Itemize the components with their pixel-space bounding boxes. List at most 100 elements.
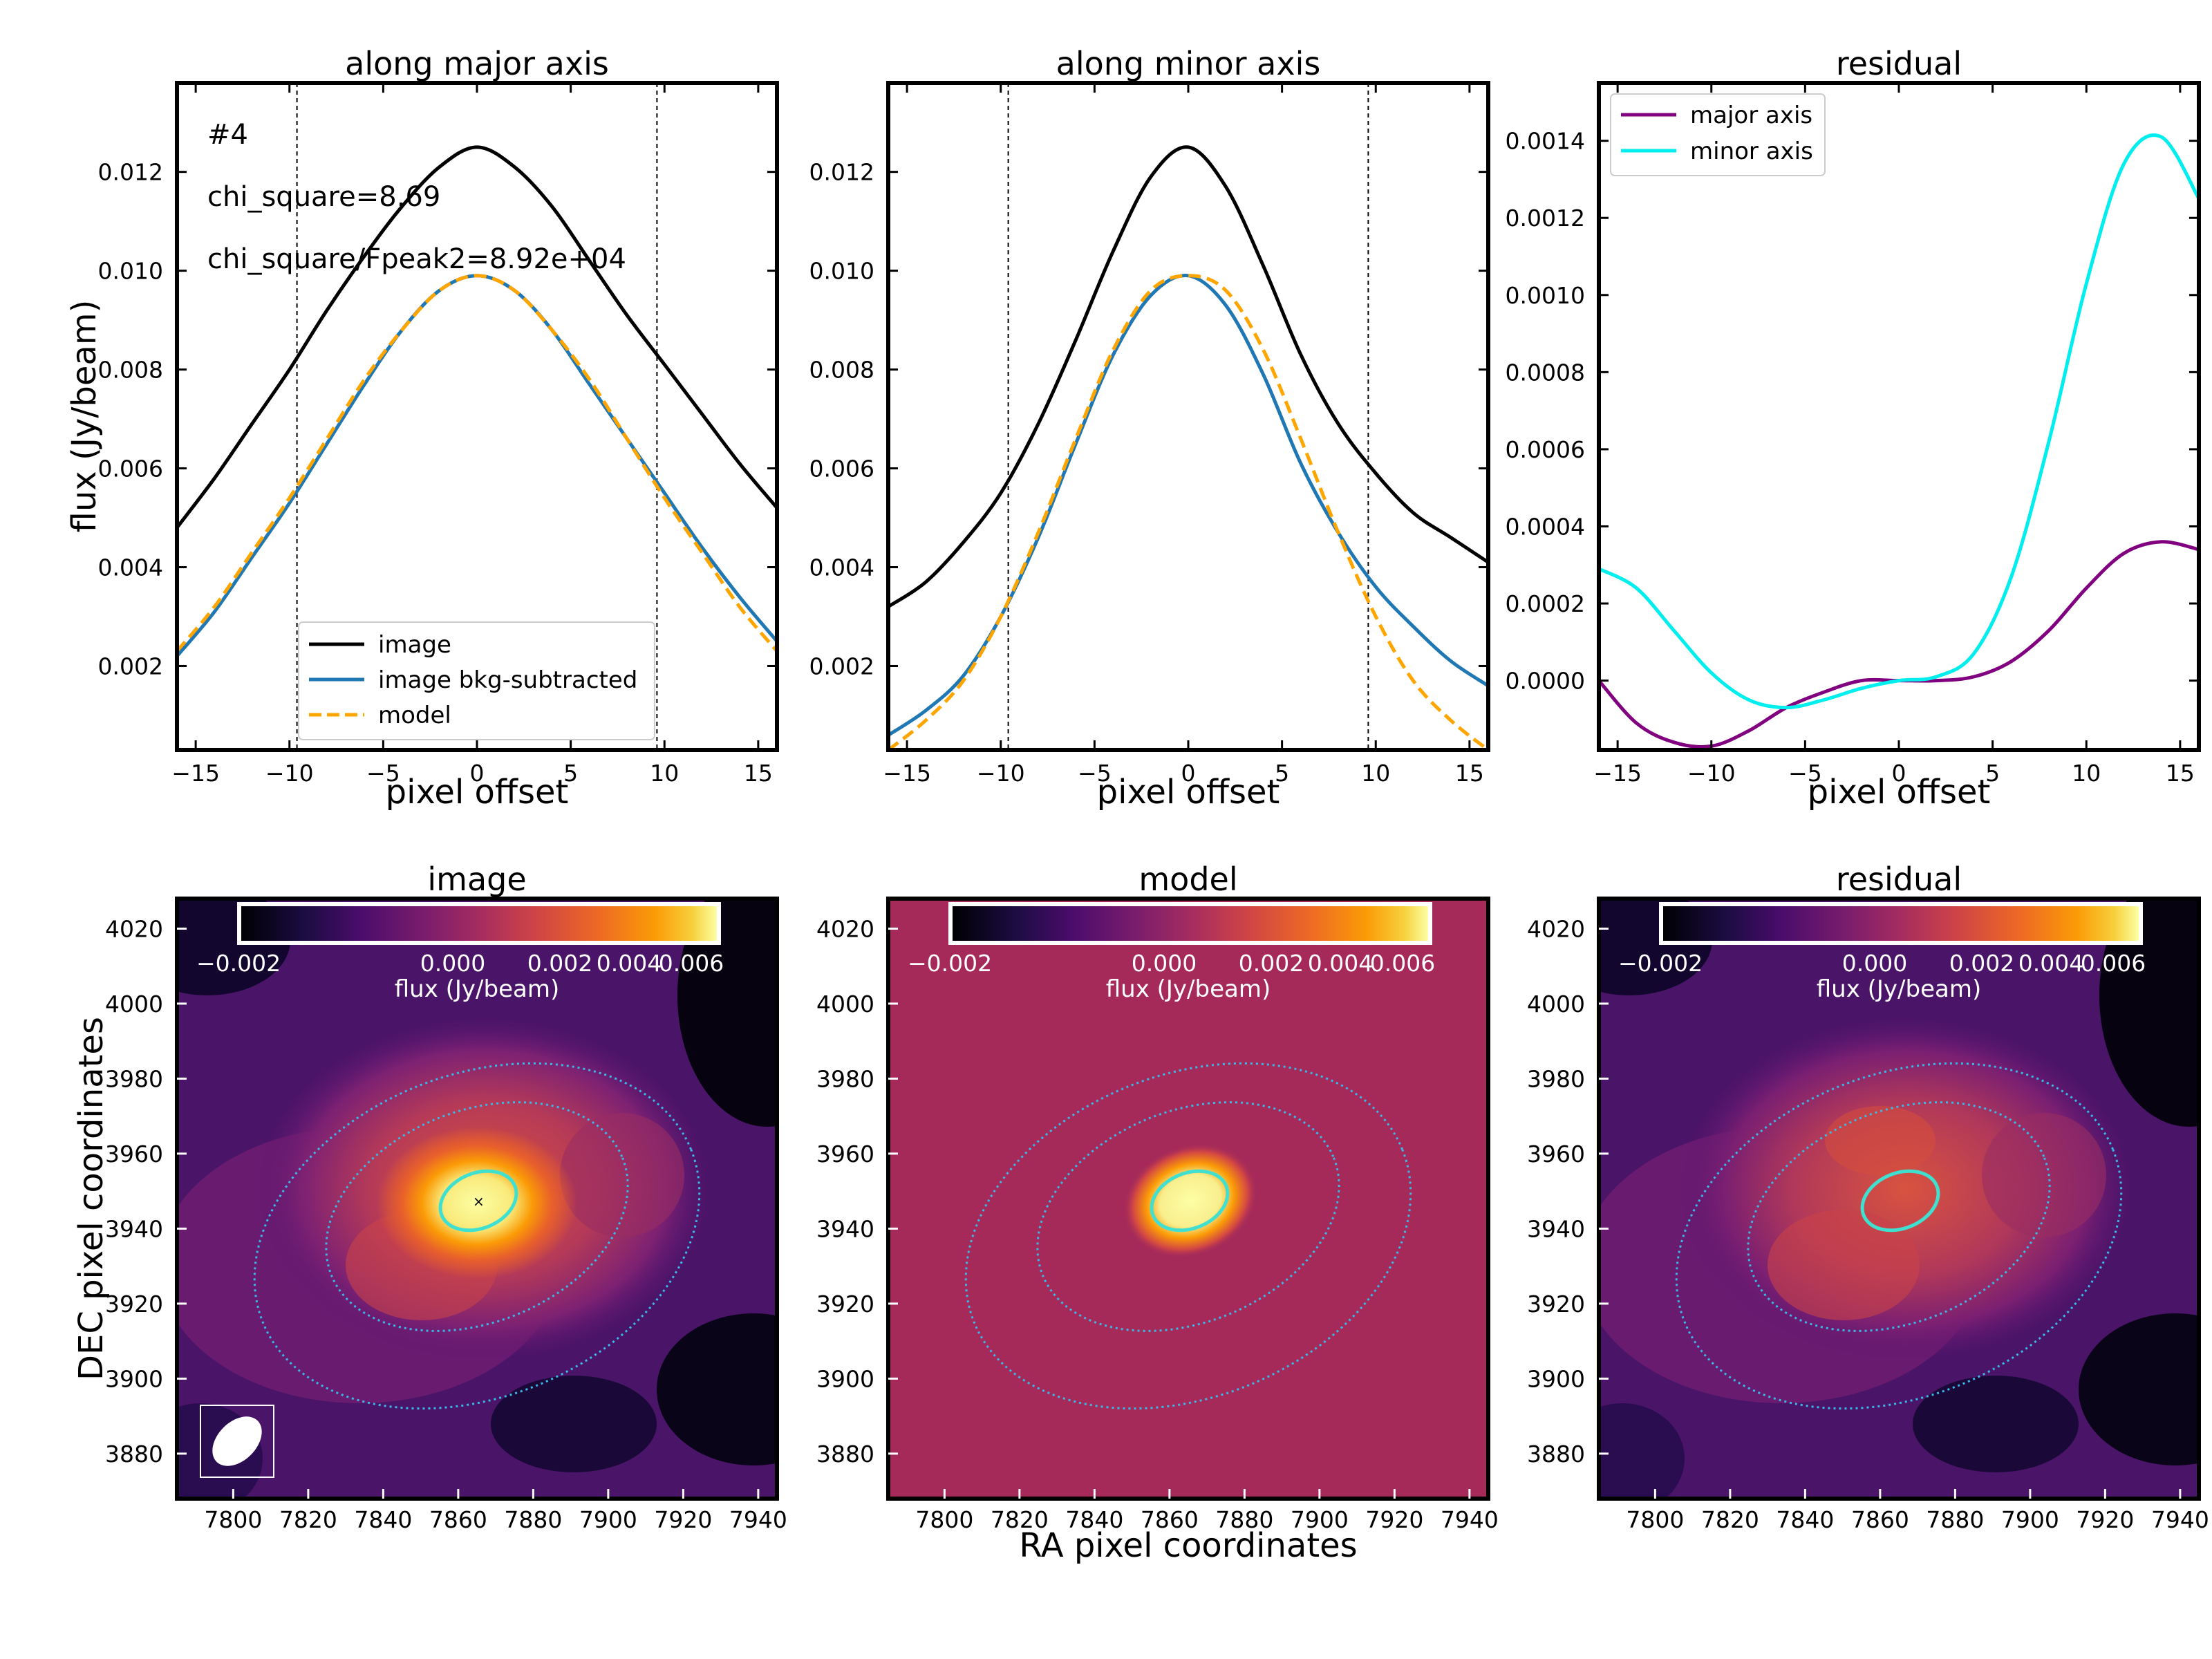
y-tick-label: 0.012 <box>809 159 874 186</box>
y-tick-label: 4000 <box>816 991 874 1018</box>
x-tick-label: 7840 <box>1065 1506 1123 1533</box>
series-line-model <box>887 274 1490 751</box>
colorbar-tick: 0.000 <box>420 950 485 977</box>
x-tick-label: 7860 <box>1851 1506 1909 1533</box>
x-tick-label: 7820 <box>279 1506 337 1533</box>
x-tick-label: 7880 <box>1215 1506 1273 1533</box>
annotation-chi-square: chi_square=8.69 <box>207 181 440 213</box>
x-tick-label: 10 <box>650 760 679 787</box>
x-tick-label: 7840 <box>354 1506 412 1533</box>
aperture-inner <box>1036 1101 1340 1332</box>
x-tick-label: 7940 <box>2151 1506 2209 1533</box>
colorbar-tick: 0.004 <box>1308 950 1373 977</box>
panel-major-axis: along major axis −15 −10 −5 0 5 10 15 0.002 0.00… <box>98 45 779 812</box>
y-tick-label: 0.010 <box>98 258 163 285</box>
x-tick-label: 5 <box>563 760 578 787</box>
plot-area <box>887 83 1490 751</box>
x-tick-label: −15 <box>883 760 931 787</box>
x-tick-label: 7820 <box>1701 1506 1759 1533</box>
y-tick-label: 0.002 <box>809 653 874 679</box>
colorbar: −0.002 0.000 0.002 0.004 0.006 flux (Jy/… <box>908 902 1435 1003</box>
heatmap-model <box>888 899 1488 1499</box>
legend-label-image: image <box>378 631 451 659</box>
legend: major axis minor axis <box>1610 93 1826 176</box>
y-tick-label: 3940 <box>816 1215 874 1242</box>
x-tick-label: 5 <box>1275 760 1289 787</box>
axes-frame <box>886 897 1490 1501</box>
y-tick-label: 3900 <box>816 1365 874 1392</box>
x-tick-label: 7900 <box>579 1506 637 1533</box>
center-marker: × <box>473 1193 485 1210</box>
x-tick-label: 7920 <box>654 1506 712 1533</box>
colorbar-gradient <box>953 906 1428 941</box>
legend-label-bkg: image bkg-subtracted <box>378 666 637 694</box>
y-tick-label: 3900 <box>105 1365 163 1392</box>
aperture-inner <box>325 1101 629 1332</box>
tick-labels: −15 −10 −5 0 5 10 15 0.002 0.004 0.006 0.008 0.010 0… <box>98 83 777 787</box>
beam-indicator <box>200 1405 274 1478</box>
y-tick-label: 0.0012 <box>1506 205 1585 232</box>
panel-title: model <box>1138 861 1237 898</box>
y-tick-label: 0.0008 <box>1506 359 1585 386</box>
x-axis-label: RA pixel coordinates <box>1019 1526 1357 1565</box>
y-tick-label: 4020 <box>105 915 163 942</box>
x-tick-label: 7800 <box>1626 1506 1684 1533</box>
colorbar-tick: −0.002 <box>196 950 281 977</box>
panel-model: model −0.002 0.000 0.002 0.004 0.006 flu… <box>816 861 1499 1565</box>
tick-labels: 7800 7820 7840 7860 7880 7900 7920 7940 3880 3900… <box>105 915 787 1533</box>
y-tick-label: 3980 <box>816 1065 874 1092</box>
x-tick-label: 0 <box>1181 760 1196 787</box>
series-line-image-bkg-subtracted <box>887 274 1490 737</box>
colorbar-label: flux (Jy/beam) <box>1817 975 1981 1003</box>
y-tick-label: 3940 <box>105 1215 163 1242</box>
beam-box <box>200 1405 274 1478</box>
series-line-model <box>176 274 778 653</box>
fit-ellipse <box>1860 1169 1940 1232</box>
tick-labels: 7800 7820 7840 7860 7880 7900 7920 7940 3880 3900… <box>1527 915 2209 1533</box>
annotation-id: #4 <box>207 119 248 151</box>
y-tick-label: 0.010 <box>809 258 874 285</box>
x-tick-label: 7900 <box>2001 1506 2059 1533</box>
x-tick-label: 7860 <box>1141 1506 1199 1533</box>
y-tick-label: 0.006 <box>98 456 163 482</box>
y-tick-label: 0.004 <box>809 554 874 581</box>
x-tick-label: −15 <box>171 760 220 787</box>
annotation-chi-square-fpeak: chi_square/Fpeak2=8.92e+04 <box>207 243 626 275</box>
panel-title: along minor axis <box>1056 45 1321 82</box>
series-line-image-bkg-subtracted <box>176 274 778 657</box>
colorbar-tick: 0.006 <box>1370 950 1435 977</box>
y-tick-label: 4020 <box>816 915 874 942</box>
y-tick-label: 3960 <box>105 1141 163 1168</box>
colorbar-tick: 0.002 <box>1949 950 2014 977</box>
colorbar-tick: 0.002 <box>527 950 592 977</box>
y-tick-label: 0.002 <box>98 653 163 679</box>
legend-label-major: major axis <box>1690 102 1812 129</box>
colorbar-tick: −0.002 <box>908 950 992 977</box>
panel-title: residual <box>1836 861 1962 898</box>
aperture-outer <box>253 1062 701 1410</box>
y-tick-label: 4000 <box>105 991 163 1018</box>
series-line-image <box>176 145 778 529</box>
y-tick-label: 3880 <box>816 1441 874 1468</box>
x-tick-label: 7880 <box>504 1506 562 1533</box>
aperture-outer <box>1675 1062 2123 1410</box>
heatmap-image <box>177 899 777 1499</box>
colorbar: −0.002 0.000 0.002 0.004 0.006 flux (Jy/… <box>1618 902 2146 1003</box>
panel-residual-profile: residual −15 −10 −5 0 5 10 15 0.0000 0.0002 0.000… <box>1506 45 2201 812</box>
x-tick-label: 7840 <box>1776 1506 1834 1533</box>
x-axis-label: pixel offset <box>386 773 569 812</box>
axes-frame <box>886 81 1490 752</box>
x-tick-label: 15 <box>744 760 773 787</box>
y-tick-label: 0.008 <box>809 357 874 384</box>
colorbar-tick: 0.004 <box>597 950 662 977</box>
plot-area <box>176 83 778 750</box>
y-tick-label: 3980 <box>105 1065 163 1092</box>
x-axis-label: pixel offset <box>1808 773 1991 812</box>
y-tick-label: 3980 <box>1527 1065 1585 1092</box>
y-tick-label: 0.0000 <box>1506 668 1585 695</box>
panel-minor-axis: along minor axis −15 −10 −5 0 5 10 15 0.002 0.00… <box>809 45 1490 812</box>
contours: × <box>253 1062 701 1410</box>
colorbar-label: flux (Jy/beam) <box>395 975 559 1003</box>
y-tick-label: 3920 <box>1527 1291 1585 1318</box>
